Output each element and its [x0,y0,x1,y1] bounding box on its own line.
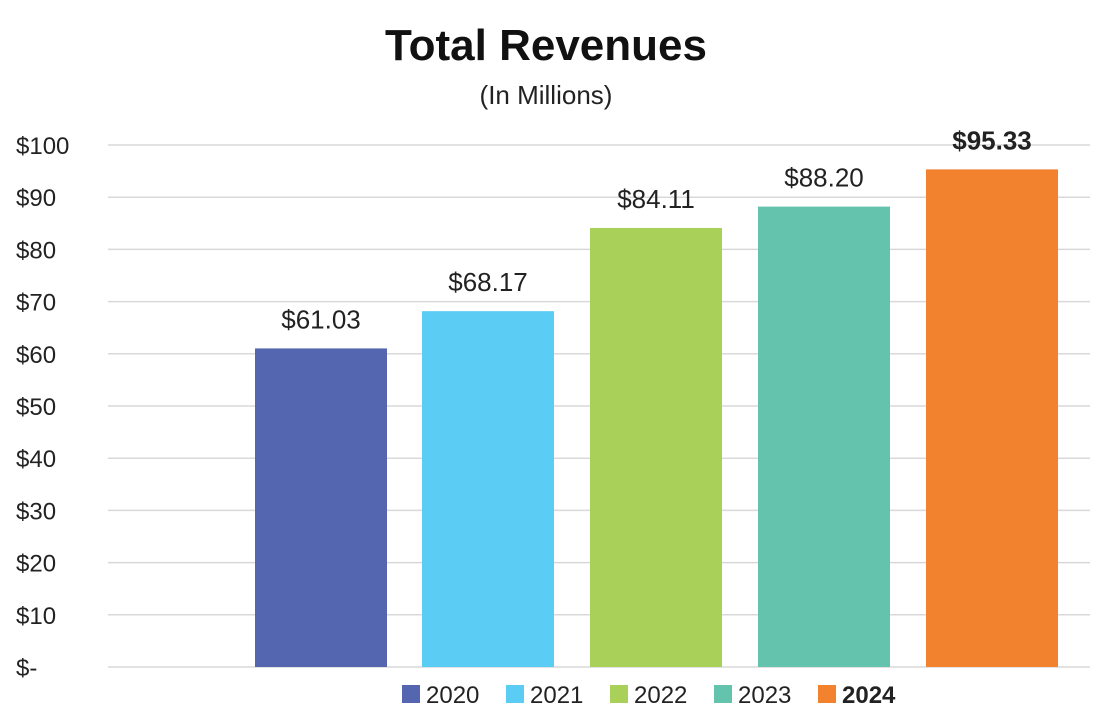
y-tick-label: $30 [16,498,56,525]
y-tick-label: $- [16,655,37,682]
bar-2023 [758,206,890,667]
bar-2020 [255,348,387,667]
data-labels: $61.03 $68.17 $84.11 $88.20 $95.33 [281,125,1032,334]
data-label-2023: $88.20 [784,163,864,193]
y-tick-label: $80 [16,237,56,264]
y-tick-label: $100 [16,133,69,160]
y-tick-label: $50 [16,394,56,421]
data-label-2022: $84.11 [617,184,695,214]
data-label-2020: $61.03 [281,304,361,334]
y-tick-label: $10 [16,603,56,630]
y-axis-tick-labels: $- $10 $20 $30 $40 $50 $60 $70 $80 $90 $100 [16,133,69,682]
legend-swatch-2022 [610,685,628,703]
data-label-2021: $68.17 [448,267,528,297]
bar-2021 [422,311,554,667]
legend: 2020 2021 2022 2023 2024 [402,682,896,709]
legend-label-2024: 2024 [842,682,896,709]
legend-label-2022: 2022 [634,682,687,709]
data-label-2024: $95.33 [952,125,1032,155]
y-tick-label: $40 [16,446,56,473]
legend-swatch-2021 [506,685,524,703]
bar-2024 [926,169,1058,668]
y-tick-label: $90 [16,185,56,212]
y-tick-label: $70 [16,290,56,317]
legend-label-2020: 2020 [426,682,479,709]
legend-swatch-2020 [402,685,420,703]
bar-2022 [590,227,722,667]
legend-swatch-2024 [818,685,836,703]
chart-subtitle: (In Millions) [480,80,613,110]
y-tick-label: $20 [16,551,56,578]
bars [255,169,1058,668]
legend-swatch-2023 [714,685,732,703]
legend-label-2023: 2023 [738,682,791,709]
y-tick-label: $60 [16,342,56,369]
chart-title: Total Revenues [385,21,707,70]
legend-label-2021: 2021 [530,682,583,709]
